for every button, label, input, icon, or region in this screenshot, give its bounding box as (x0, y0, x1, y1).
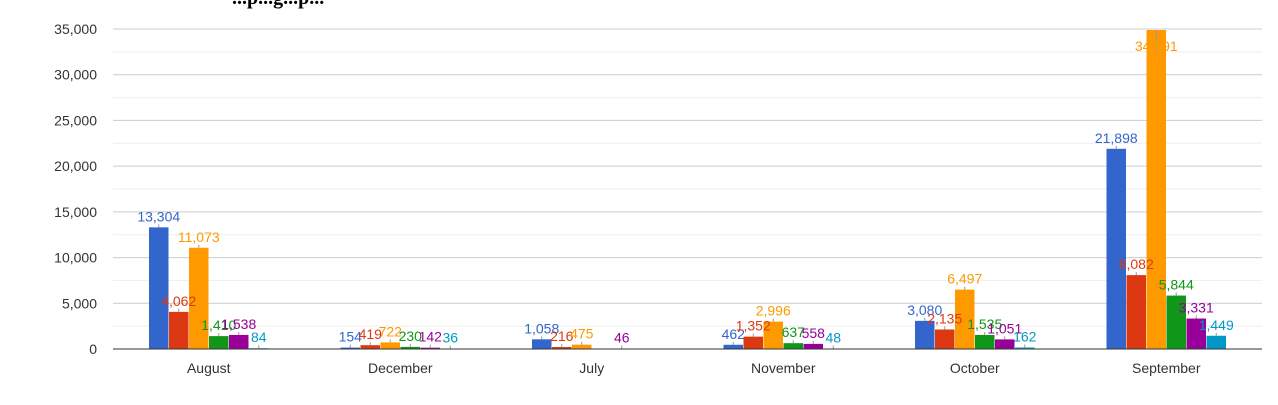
bar[interactable] (169, 312, 189, 349)
bar[interactable] (1147, 30, 1167, 349)
bar[interactable] (149, 227, 169, 349)
data-label: 34,891 (1135, 38, 1178, 54)
bar[interactable] (532, 339, 552, 349)
data-label: 3,331 (1179, 300, 1214, 316)
x-tick-label: November (751, 360, 816, 376)
data-label: 5,844 (1159, 277, 1194, 293)
y-tick-label: 35,000 (54, 21, 97, 37)
bar[interactable] (804, 344, 824, 349)
data-label: 21,898 (1095, 130, 1138, 146)
bar[interactable] (995, 339, 1015, 349)
bar[interactable] (361, 345, 381, 349)
data-label: 6,497 (947, 271, 982, 287)
x-tick-label: September (1132, 360, 1201, 376)
x-tick-label: October (950, 360, 1000, 376)
y-tick-label: 15,000 (54, 204, 97, 220)
data-label: 48 (825, 330, 841, 346)
bar[interactable] (744, 337, 764, 349)
data-label: 2,996 (756, 303, 791, 319)
data-label: 475 (570, 326, 594, 342)
y-tick-label: 5,000 (62, 295, 97, 311)
data-label: 8,082 (1119, 256, 1154, 272)
bar[interactable] (724, 345, 744, 349)
bar[interactable] (1207, 336, 1227, 349)
bar[interactable] (572, 345, 592, 349)
data-label: 162 (1013, 329, 1037, 345)
chart-title: ...p...g...p... (232, 0, 324, 9)
data-label: 558 (802, 325, 826, 341)
y-tick-label: 20,000 (54, 158, 97, 174)
bar[interactable] (229, 335, 249, 349)
y-tick-label: 10,000 (54, 250, 97, 266)
data-label: 142 (419, 329, 443, 345)
bar[interactable] (935, 329, 955, 349)
bar[interactable] (209, 336, 229, 349)
x-tick-label: July (579, 360, 604, 376)
data-label: 4,062 (161, 293, 196, 309)
bar[interactable] (784, 343, 804, 349)
data-label: 1,449 (1199, 317, 1234, 333)
y-tick-label: 25,000 (54, 112, 97, 128)
data-label: 2,135 (927, 310, 962, 326)
data-label: 11,073 (178, 229, 220, 245)
bar[interactable] (381, 342, 401, 349)
data-label: 46 (614, 330, 630, 346)
x-tick-label: August (187, 360, 231, 376)
bar[interactable] (975, 335, 995, 349)
y-tick-label: 0 (89, 341, 97, 357)
data-label: 36 (442, 330, 458, 346)
x-tick-label: December (368, 360, 433, 376)
data-label: 84 (251, 329, 267, 345)
bar[interactable] (1107, 149, 1127, 349)
data-label: 1,352 (736, 318, 771, 334)
data-label: 13,304 (137, 208, 180, 224)
bar[interactable] (1127, 275, 1147, 349)
y-tick-label: 30,000 (54, 67, 97, 83)
